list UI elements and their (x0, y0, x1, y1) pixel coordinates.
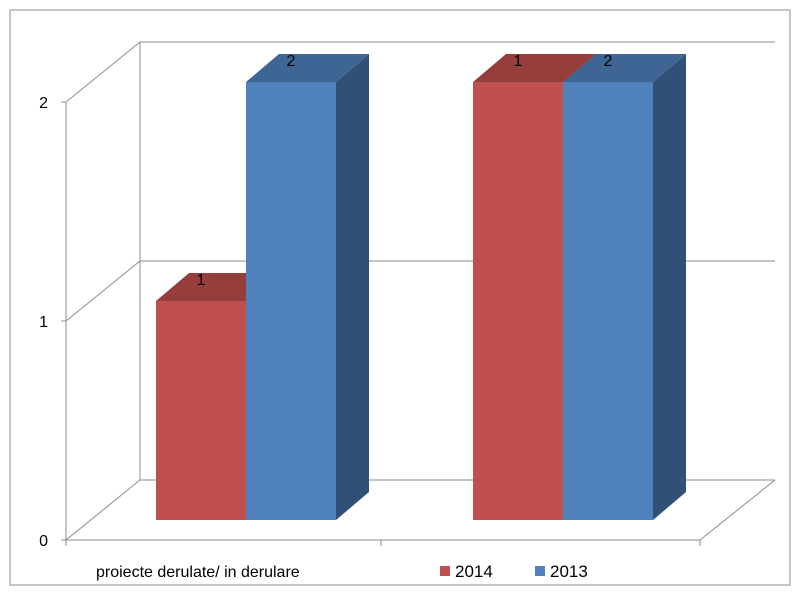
legend-swatch (440, 566, 450, 576)
data-labels: 1 1 2 2 (197, 53, 613, 289)
data-label: 1 (197, 272, 206, 289)
bar-2013-top (246, 54, 369, 82)
axes: 0 1 2 proiecte derulate/ in derulare (39, 42, 776, 581)
y-tick-label: 0 (39, 533, 48, 550)
bar-2013-side (336, 54, 369, 520)
y-tick-label: 1 (39, 314, 48, 331)
bar-2014 (473, 82, 563, 520)
legend-label: 2013 (550, 562, 588, 581)
bar-2013 (246, 82, 336, 520)
y-tick-label: 2 (39, 95, 48, 112)
bar-2014-top (473, 54, 596, 82)
x-category-label: proiecte derulate/ in derulare (96, 564, 300, 581)
bar-2013-side (653, 54, 686, 520)
bar-2013-top (563, 54, 686, 82)
legend-swatch (535, 566, 545, 576)
bar-2014 (156, 301, 246, 520)
legend-label: 2014 (455, 562, 493, 581)
data-label: 2 (287, 53, 296, 70)
data-label: 1 (514, 53, 523, 70)
bar-2013 (563, 82, 653, 520)
bars (156, 54, 686, 520)
legend: 2014 2013 (440, 562, 588, 581)
data-label: 2 (604, 53, 613, 70)
